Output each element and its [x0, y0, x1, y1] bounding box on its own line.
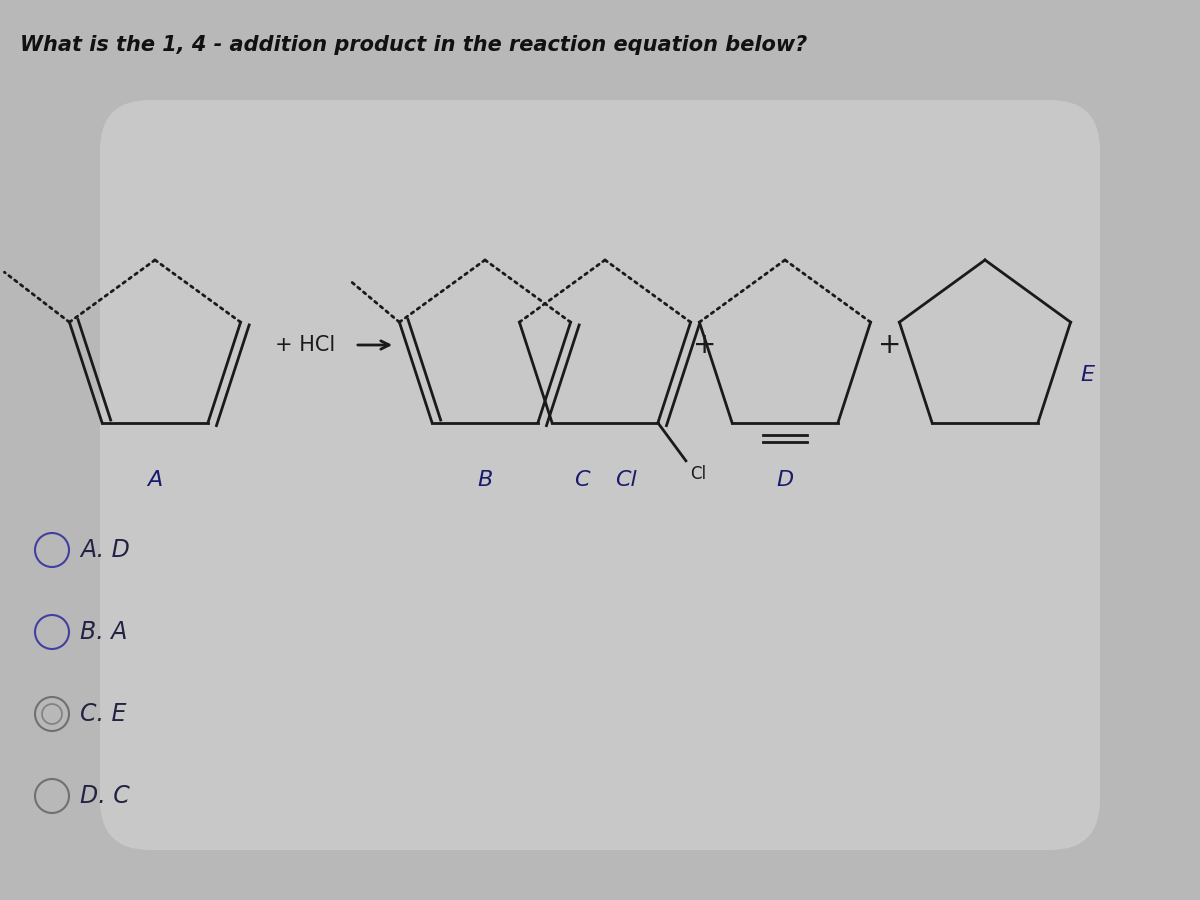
- Text: Cl: Cl: [690, 464, 706, 482]
- Text: + HCl: + HCl: [275, 335, 335, 355]
- Text: +: +: [878, 331, 901, 359]
- Text: A. D: A. D: [80, 538, 130, 562]
- Text: C. E: C. E: [80, 702, 126, 726]
- Text: E: E: [1080, 365, 1094, 385]
- Text: B. A: B. A: [80, 620, 127, 644]
- Text: D: D: [776, 470, 793, 490]
- Text: A: A: [148, 470, 163, 490]
- Text: +: +: [694, 331, 716, 359]
- Text: C: C: [575, 470, 590, 490]
- Text: D. C: D. C: [80, 784, 130, 808]
- Text: What is the 1, 4 - addition product in the reaction equation below?: What is the 1, 4 - addition product in t…: [20, 35, 808, 55]
- FancyBboxPatch shape: [100, 100, 1100, 850]
- Text: B: B: [478, 470, 493, 490]
- Text: Cl: Cl: [616, 470, 637, 490]
